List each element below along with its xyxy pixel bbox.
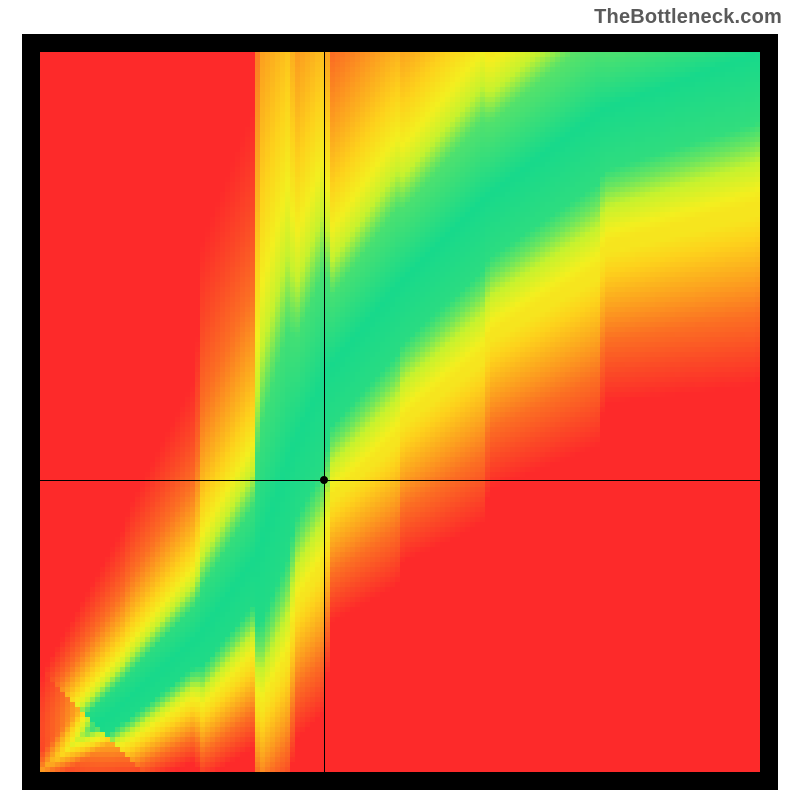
watermark-text: TheBottleneck.com <box>594 6 782 29</box>
crosshair-vertical <box>324 52 325 772</box>
bottleneck-heatmap <box>40 52 760 772</box>
crosshair-horizontal <box>40 480 760 481</box>
